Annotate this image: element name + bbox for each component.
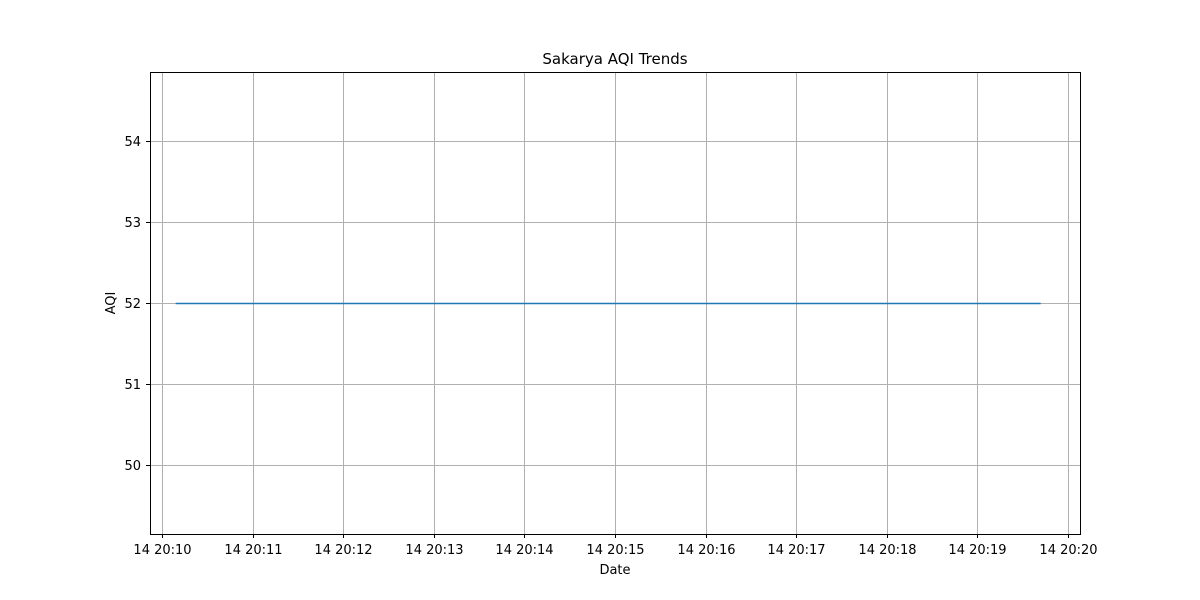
y-axis-ticks: 50 51 52 53 54 <box>124 135 150 474</box>
y-tick-label: 51 <box>124 378 141 393</box>
x-tick-label: 14 20:19 <box>948 543 1006 558</box>
y-tick-label: 52 <box>124 297 141 312</box>
x-tick-label: 14 20:11 <box>224 543 282 558</box>
x-tick-label: 14 20:14 <box>495 543 553 558</box>
x-tick-label: 14 20:17 <box>767 543 825 558</box>
x-tick-label: 14 20:10 <box>133 543 191 558</box>
chart-title: Sakarya AQI Trends <box>542 50 687 68</box>
x-tick-label: 14 20:12 <box>314 543 372 558</box>
y-axis-title: AQI <box>104 292 119 315</box>
x-tick-label: 14 20:15 <box>586 543 644 558</box>
y-tick-label: 53 <box>124 216 141 231</box>
x-tick-label: 14 20:20 <box>1039 543 1097 558</box>
x-tick-label: 14 20:16 <box>677 543 735 558</box>
x-tick-label: 14 20:13 <box>405 543 463 558</box>
y-tick-label: 54 <box>124 135 141 150</box>
x-tick-label: 14 20:18 <box>858 543 916 558</box>
y-tick-label: 50 <box>124 459 141 474</box>
x-axis-ticks: 14 20:10 14 20:11 14 20:12 14 20:13 14 20:14… <box>133 534 1098 558</box>
x-axis-title: Date <box>599 563 630 578</box>
